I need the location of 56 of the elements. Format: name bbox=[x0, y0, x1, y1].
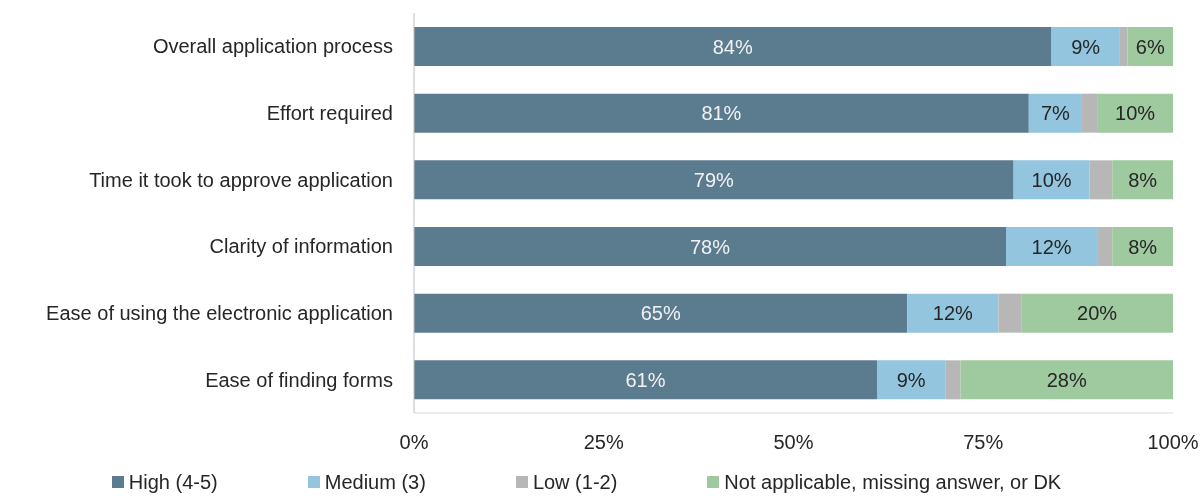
bar bbox=[876, 360, 946, 400]
data-label: 9% bbox=[896, 368, 926, 391]
bar bbox=[1089, 160, 1113, 200]
bar bbox=[1028, 93, 1082, 133]
data-label: 10% bbox=[1115, 102, 1156, 125]
data-label: 10% bbox=[1031, 168, 1072, 191]
bar bbox=[1013, 160, 1090, 200]
x-tick-label: 50% bbox=[773, 431, 814, 454]
bar bbox=[1006, 227, 1098, 266]
data-label: 28% bbox=[1046, 368, 1087, 391]
data-label: 12% bbox=[932, 302, 974, 325]
bar bbox=[960, 360, 1173, 400]
bar bbox=[1097, 227, 1113, 266]
y-tick-label: Ease of finding forms bbox=[205, 368, 393, 391]
data-label: 84% bbox=[712, 35, 754, 58]
data-label: 6% bbox=[1135, 35, 1165, 58]
y-tick-label: Overall application process bbox=[152, 35, 393, 58]
data-label: 8% bbox=[1128, 235, 1158, 258]
legend-label: Not applicable, missing answer, or DK bbox=[724, 470, 1062, 494]
y-tick-label: Effort required bbox=[266, 102, 393, 124]
bar bbox=[1097, 93, 1173, 133]
bar bbox=[414, 227, 1007, 266]
bar bbox=[1112, 227, 1173, 266]
bar bbox=[945, 360, 961, 400]
bar bbox=[907, 293, 999, 333]
data-label: 9% bbox=[1071, 35, 1101, 58]
bar bbox=[1112, 160, 1173, 200]
bar bbox=[414, 160, 1014, 200]
data-label: 78% bbox=[689, 235, 731, 258]
bar bbox=[1021, 293, 1173, 333]
x-tick-label: 75% bbox=[963, 431, 1004, 454]
bar bbox=[998, 293, 1022, 333]
bar bbox=[414, 27, 1052, 66]
x-tick-label: 25% bbox=[583, 431, 624, 454]
bar bbox=[1051, 27, 1120, 66]
bar bbox=[414, 360, 877, 400]
x-tick-label: 100% bbox=[1147, 431, 1199, 454]
data-label: 81% bbox=[701, 102, 742, 125]
x-tick-label: 0% bbox=[399, 431, 429, 454]
data-label: 12% bbox=[1031, 235, 1072, 258]
y-tick-label: Clarity of information bbox=[209, 235, 393, 258]
y-tick-label: Ease of using the electronic application bbox=[46, 302, 393, 324]
legend-label: High (4-5) bbox=[128, 470, 218, 494]
bar bbox=[414, 293, 908, 333]
bar bbox=[1081, 93, 1098, 133]
data-label: 8% bbox=[1128, 168, 1158, 191]
data-label: 61% bbox=[625, 368, 666, 391]
legend-label: Medium (3) bbox=[324, 470, 426, 494]
y-tick-label: Time it took to approve application bbox=[89, 168, 393, 191]
data-label: 79% bbox=[693, 168, 735, 191]
data-label: 65% bbox=[640, 302, 681, 325]
bar bbox=[414, 93, 1029, 133]
legend-label: Low (1-2) bbox=[532, 470, 618, 494]
bar bbox=[1119, 27, 1128, 66]
data-label: 7% bbox=[1040, 102, 1071, 125]
data-label: 20% bbox=[1077, 302, 1118, 325]
